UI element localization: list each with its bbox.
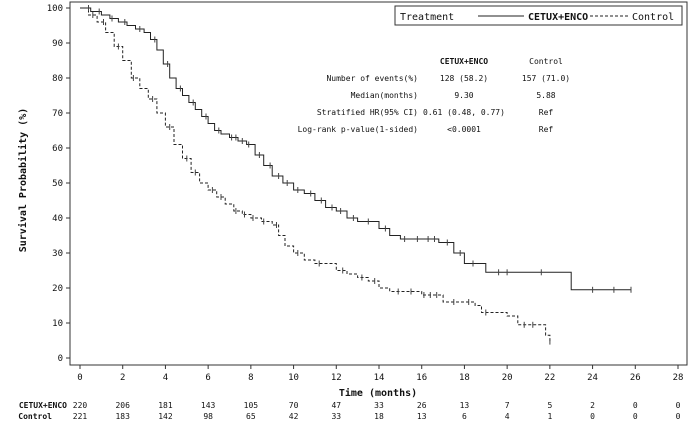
series-line-cetux-enco [80,7,631,291]
stats-cell: Ref [539,125,554,134]
stats-col-control: Control [529,57,563,66]
x-tick-label: 20 [502,373,513,383]
y-tick-label: 30 [52,249,63,259]
stats-cell: <0.0001 [447,125,481,134]
legend-label-control: Control [632,12,674,23]
x-tick-label: 12 [331,373,342,383]
risk-value: 142 [158,412,173,421]
x-tick-label: 14 [374,373,385,383]
series-line-control [80,7,551,342]
risk-value: 105 [244,401,259,410]
risk-row-label-cetux-enco: CETUX+ENCO [19,401,67,410]
stats-row-label: Median(months) [351,91,418,100]
x-tick-label: 22 [544,373,555,383]
y-tick-label: 60 [52,144,63,154]
y-tick-label: 0 [58,354,63,364]
stats-cell: 5.88 [536,91,555,100]
risk-value: 13 [417,412,427,421]
x-tick-label: 8 [248,373,253,383]
legend: Treatment CETUX+ENCO Control [394,5,683,26]
risk-value: 183 [115,412,130,421]
risk-value: 143 [201,401,216,410]
y-tick-label: 100 [47,4,63,14]
risk-value: 0 [676,412,681,421]
y-tick-label: 90 [52,39,63,49]
risk-value: 33 [331,412,341,421]
legend-title: Treatment [400,12,454,23]
risk-value: 6 [462,412,467,421]
risk-value: 7 [505,401,510,410]
x-tick-label: 16 [416,373,427,383]
x-tick-label: 6 [205,373,210,383]
y-axis-label: Survival Probability (%) [17,108,29,253]
risk-value: 0 [590,412,595,421]
legend-label-cetux-enco: CETUX+ENCO [528,12,588,23]
risk-value: 206 [115,401,130,410]
risk-value: 181 [158,401,173,410]
stats-cell: 157 (71.0) [522,74,570,83]
stats-table: CETUX+ENCO Control Number of events(%) 1… [298,57,571,134]
risk-value: 4 [505,412,510,421]
risk-value: 70 [289,401,299,410]
x-tick-label: 10 [288,373,299,383]
y-tick-label: 10 [52,319,63,329]
x-tick-label: 18 [459,373,470,383]
x-axis: 0 2 4 6 8 10 12 14 16 18 20 22 24 26 28 [77,365,683,383]
x-tick-label: 28 [673,373,684,383]
stats-cell: Ref [539,108,554,117]
plot-frame [69,1,688,366]
y-tick-label: 20 [52,284,63,294]
risk-value: 1 [547,412,552,421]
risk-row-label-control: Control [18,412,52,421]
risk-value: 220 [73,401,88,410]
risk-value: 0 [633,401,638,410]
y-axis: 0 10 20 30 40 50 60 70 80 90 100 [47,2,71,365]
risk-value: 2 [590,401,595,410]
x-tick-label: 24 [587,373,598,383]
y-tick-label: 40 [52,214,63,224]
x-tick-label: 4 [163,373,168,383]
y-tick-label: 80 [52,74,63,84]
risk-value: 0 [633,412,638,421]
stats-row-label: Number of events(%) [326,74,418,83]
risk-value: 65 [246,412,256,421]
risk-value: 221 [73,412,88,421]
risk-value: 0 [676,401,681,410]
risk-value: 26 [417,401,427,410]
y-tick-label: 70 [52,109,63,119]
risk-value: 33 [374,401,384,410]
x-tick-label: 26 [630,373,641,383]
stats-cell: 0.61 (0.48, 0.77) [423,108,505,117]
stats-row-label: Log-rank p-value(1-sided) [298,125,418,134]
risk-value: 42 [289,412,299,421]
y-tick-label: 50 [52,179,63,189]
risk-value: 13 [460,401,470,410]
x-tick-label: 0 [77,373,82,383]
stats-cell: 128 (58.2) [440,74,488,83]
stats-col-cetux-enco: CETUX+ENCO [440,57,488,66]
legend-box [394,5,683,26]
risk-value: 5 [547,401,552,410]
risk-value: 47 [331,401,341,410]
risk-value: 18 [374,412,384,421]
x-tick-label: 2 [120,373,125,383]
risk-table: CETUX+ENCO Control 220 206 181 143 105 70 47 33… [18,401,680,421]
risk-value: 98 [203,412,213,421]
stats-row-label: Stratified HR(95% CI) [317,108,418,117]
stats-cell: 9.30 [454,91,473,100]
censor-marks [88,5,632,345]
survival-curves [80,7,631,342]
x-axis-label: Time (months) [339,387,417,399]
